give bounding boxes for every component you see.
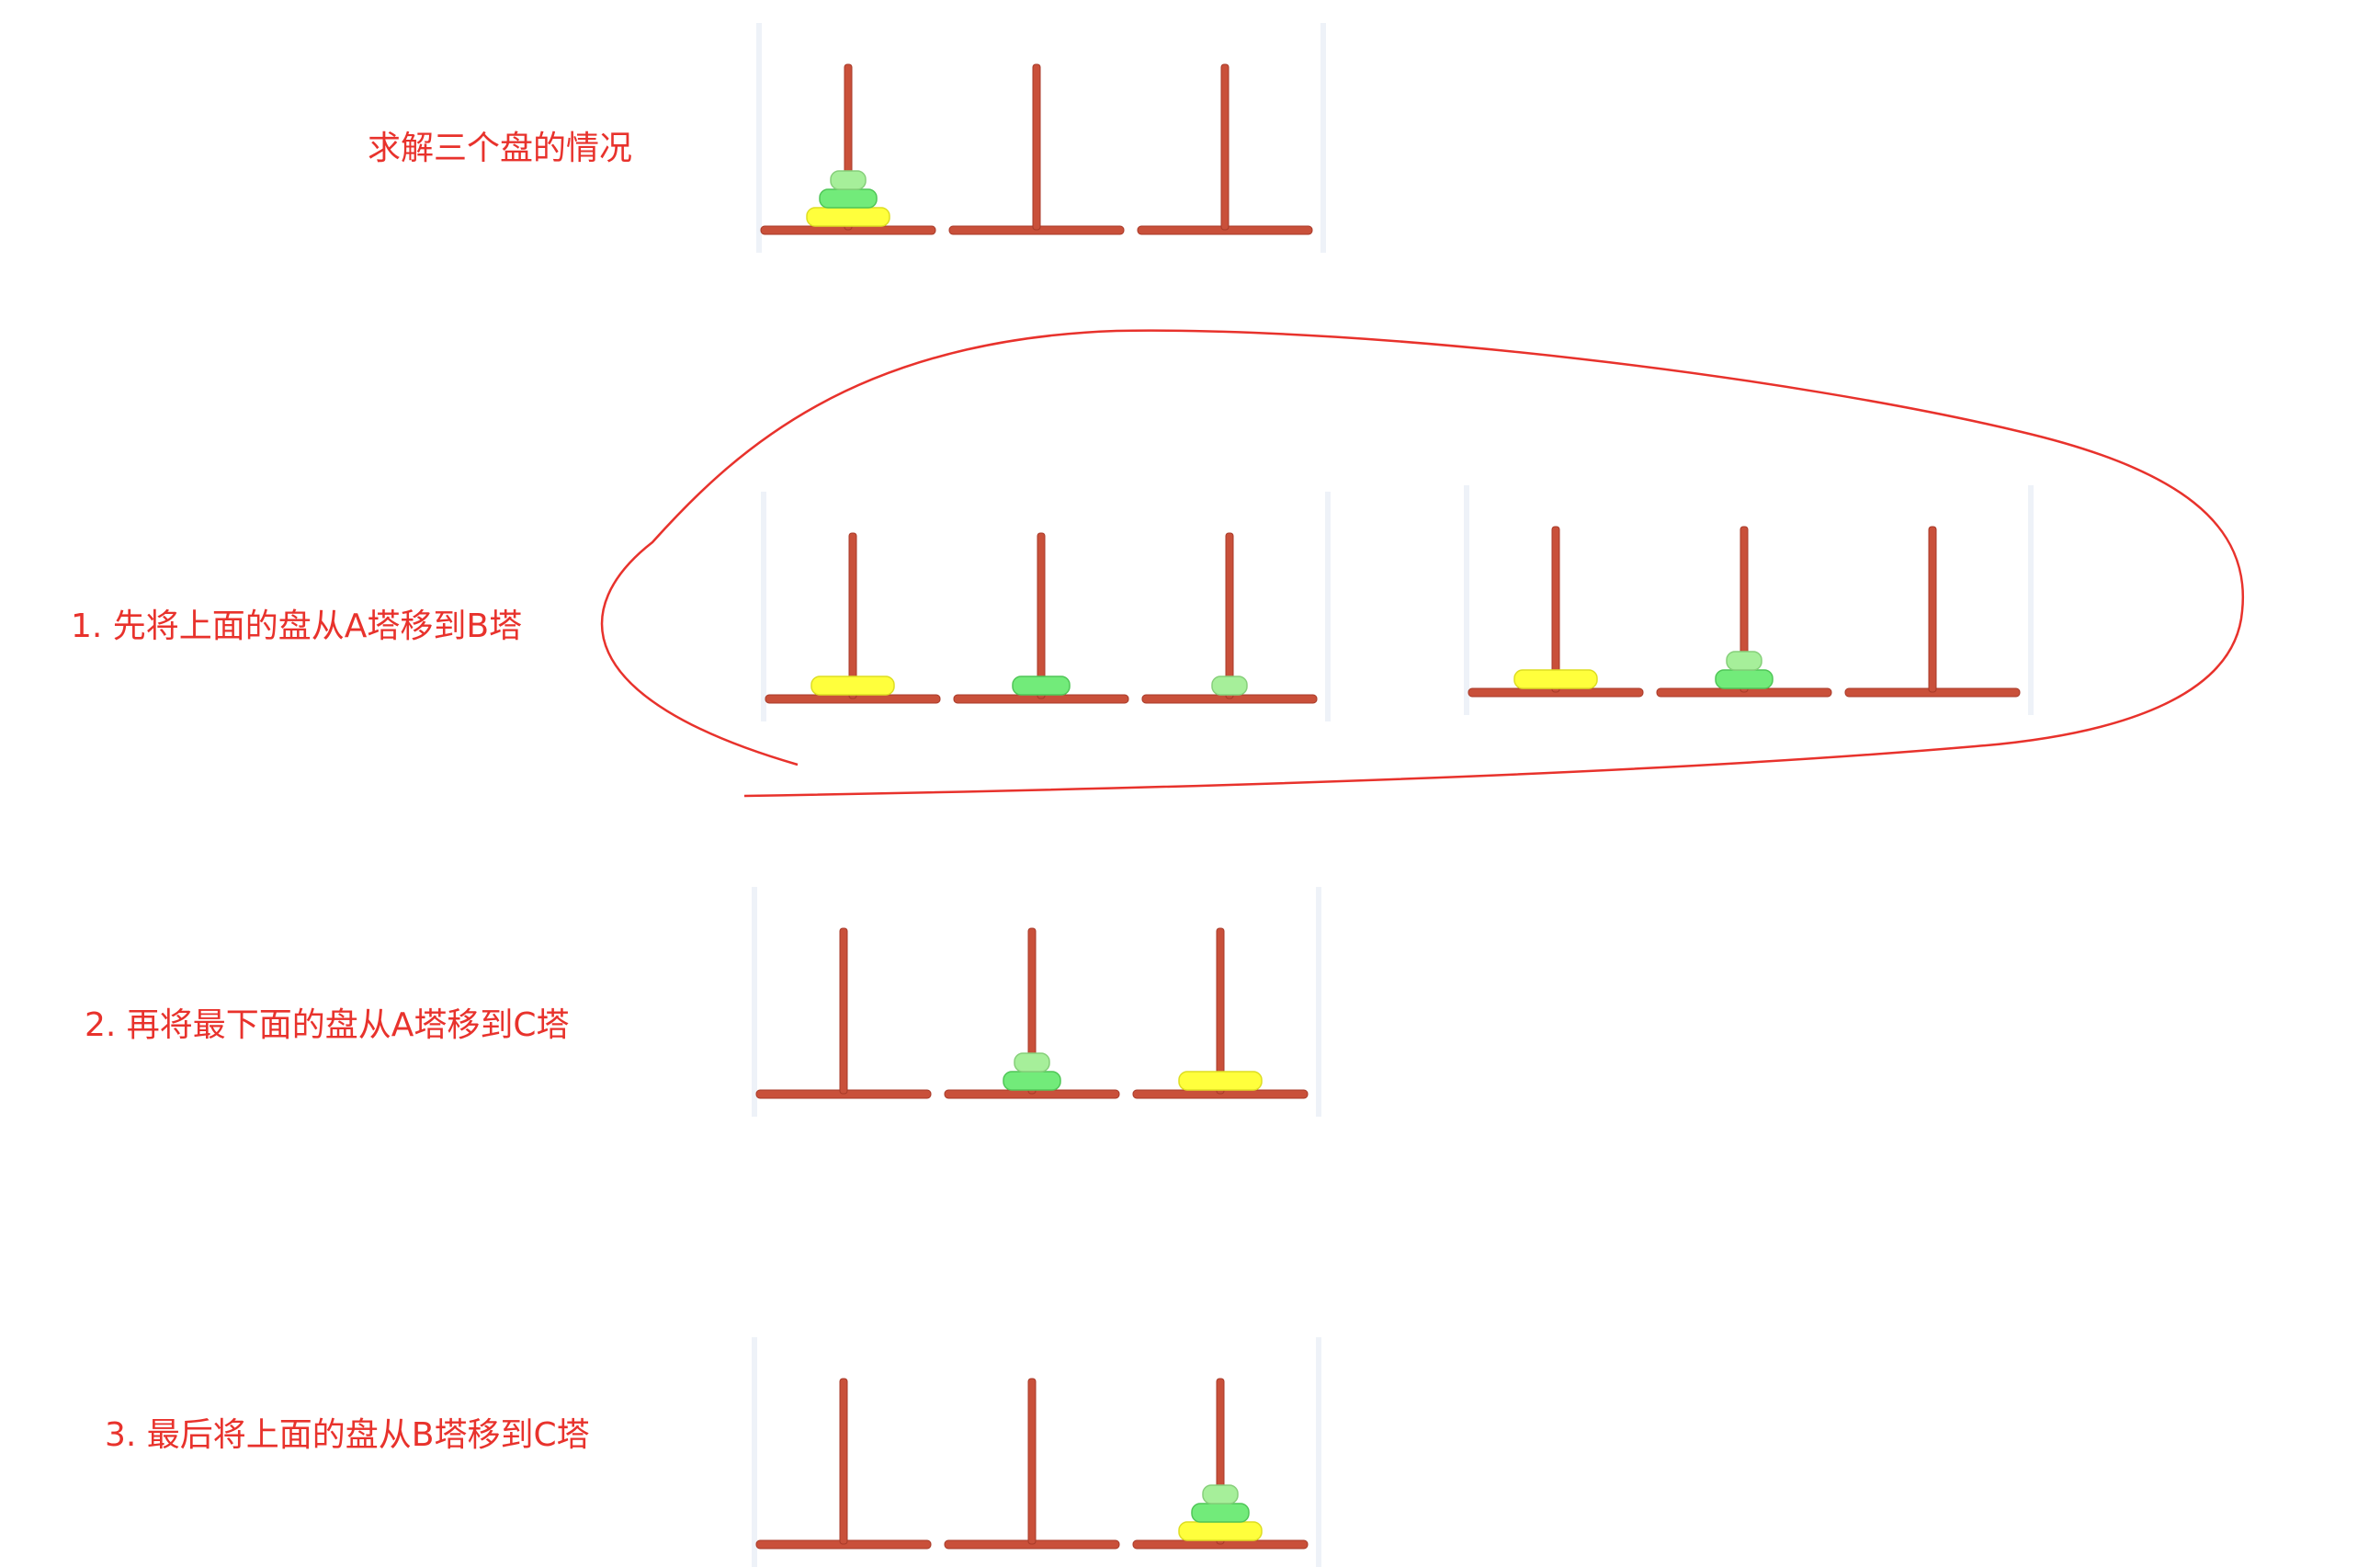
label-initial: 求解三个盘的情况 [368,130,633,167]
peg-rod-2 [1216,927,1225,1095]
peg-rod-1 [1032,63,1041,231]
disk-small [1014,1052,1050,1073]
panel-step1a-svg [761,492,1331,721]
peg-rod-2 [1928,526,1937,693]
panel-step3 [752,1337,1321,1567]
disk-small [1726,651,1762,671]
disk-medium [1715,669,1774,689]
peg-rod-0 [839,1378,848,1545]
panel-step2 [752,887,1321,1117]
panel-step1b-svg [1464,485,2034,715]
disk-large [1178,1071,1263,1091]
peg-rod-0 [848,532,857,699]
panel-initial [756,23,1326,253]
label-step3: 3. 最后将上面的盘从B塔移到C塔 [105,1416,590,1454]
panel-step1b [1464,485,2034,715]
panel-step3-svg [752,1337,1321,1567]
panel-edge-left [761,492,766,721]
peg-rod-2 [1220,63,1230,231]
disk-small [1211,676,1248,696]
disk-large [806,207,890,227]
peg-rod-2 [1225,532,1234,699]
peg-rod-0 [839,927,848,1095]
panel-edge-left [1464,485,1469,715]
panel-edge-left [752,1337,757,1567]
disk-medium [1003,1071,1061,1091]
disk-medium [1191,1503,1250,1523]
label-step2: 2. 再将最下面的盘从A塔移到C塔 [85,1006,570,1044]
panel-step1a [761,492,1331,721]
peg-rod-1 [1027,1378,1037,1545]
panel-edge-right [1325,492,1331,721]
disk-medium [819,188,878,209]
disk-small [1202,1484,1239,1505]
panel-initial-svg [756,23,1326,253]
panel-step2-svg [752,887,1321,1117]
peg-rod-1 [1037,532,1046,699]
disk-large [1178,1521,1263,1541]
disk-medium [1012,676,1071,696]
disk-large [1513,669,1598,689]
peg-rod-1 [1027,927,1037,1095]
label-step1: 1. 先将上面的盘从A塔移到B塔 [71,607,523,645]
panel-edge-right [2028,485,2034,715]
panel-edge-left [752,887,757,1117]
disk-large [810,676,895,696]
disk-small [830,170,867,190]
panel-edge-right [1320,23,1326,253]
peg-rod-0 [1551,526,1560,693]
panel-edge-right [1316,887,1321,1117]
panel-edge-right [1316,1337,1321,1567]
panel-edge-left [756,23,762,253]
